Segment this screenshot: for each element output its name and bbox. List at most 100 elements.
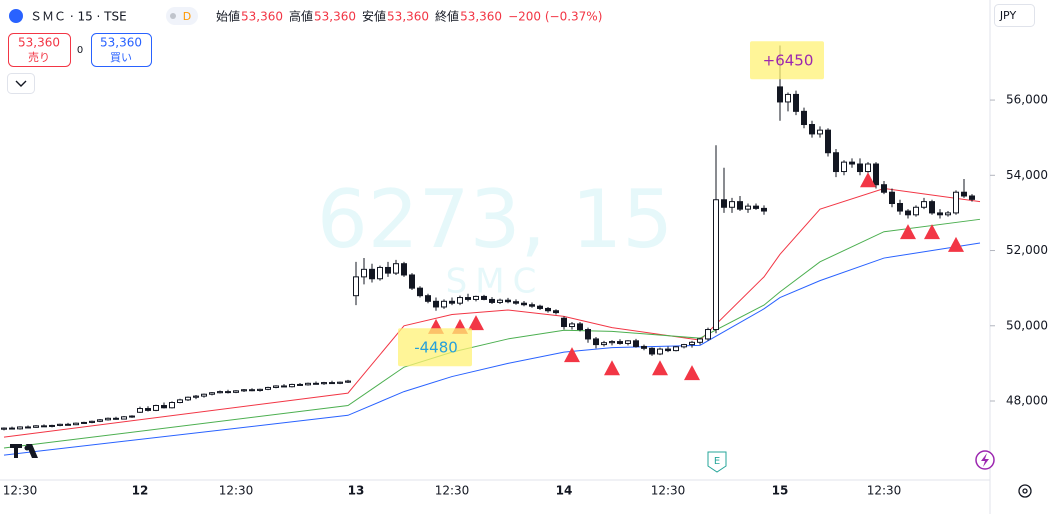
candle-body	[281, 385, 287, 388]
candle-body	[177, 399, 183, 404]
candle-body	[505, 299, 511, 303]
y-tick-label: 56,000	[1006, 93, 1048, 107]
buy-label: 買い	[110, 51, 132, 64]
x-tick-label: 12	[132, 484, 149, 498]
candle-body	[345, 380, 351, 383]
callout-box	[398, 328, 472, 367]
candle-body	[81, 421, 87, 424]
candle-body	[337, 381, 343, 384]
candle-body	[257, 388, 263, 391]
ohlc-value: 53,360	[314, 10, 356, 24]
candle-body	[193, 395, 199, 398]
candle-body	[369, 268, 375, 280]
candle-body	[729, 201, 735, 208]
candle-body	[865, 163, 871, 173]
candle-body	[297, 383, 303, 386]
candle-body	[89, 420, 95, 423]
candle-body	[761, 207, 767, 212]
candle-body	[401, 263, 407, 276]
buy-signal	[900, 224, 916, 240]
collapse-button[interactable]	[7, 73, 35, 94]
candle-body	[121, 416, 127, 420]
tv-logo	[10, 444, 38, 458]
candle-body	[41, 425, 47, 428]
ohlc-value: 53,360	[460, 10, 502, 24]
candle-body	[545, 307, 551, 312]
y-tick-label: 48,000	[1006, 394, 1048, 408]
candle-body	[585, 329, 591, 340]
ohlc-label: 高値	[289, 9, 313, 24]
candle-body	[649, 347, 655, 355]
candle-body	[609, 341, 615, 344]
x-tick-label: 14	[556, 484, 573, 498]
ohlc-change: −200 (−0.37%)	[508, 10, 602, 24]
candle-body	[601, 342, 607, 346]
symbol[interactable]: ＳＭＣ · 15 · TSE	[30, 10, 127, 24]
candle-body	[9, 427, 15, 430]
candle-body	[65, 423, 71, 426]
quantity: 0	[77, 45, 83, 56]
candle-body	[873, 163, 879, 186]
ohlc-label: 終値	[435, 9, 459, 24]
candle-body	[353, 276, 359, 297]
candle-body	[657, 348, 663, 355]
chevron-icon	[15, 80, 27, 87]
candle-body	[841, 161, 847, 173]
candle-body	[73, 422, 79, 426]
x-tick-label: 12:30	[651, 484, 686, 498]
candle-body	[273, 385, 279, 388]
candle-body	[153, 405, 159, 411]
moving-average	[3, 218, 981, 449]
candle-body	[393, 263, 399, 274]
candle-body	[849, 161, 855, 165]
candle-body	[417, 287, 423, 297]
buy-signal	[468, 315, 484, 331]
currency-button[interactable]	[994, 4, 1035, 27]
earnings-icon[interactable]: E	[707, 451, 727, 473]
candle-body	[777, 86, 783, 103]
candle-body	[673, 346, 679, 352]
event-icon[interactable]	[975, 450, 995, 470]
candle-body	[433, 300, 439, 308]
candle-body	[17, 426, 23, 430]
candle-body	[241, 389, 247, 392]
candle-body	[145, 408, 151, 411]
candle-body	[457, 297, 463, 304]
candle-body	[161, 405, 167, 409]
sell-button[interactable]	[8, 33, 71, 67]
candle-body	[905, 210, 911, 216]
y-tick-label: 52,000	[1006, 243, 1048, 257]
candle-body	[617, 341, 623, 344]
x-tick-label: 13	[348, 484, 365, 498]
candle-body	[633, 340, 639, 347]
buy-price: 53,360	[100, 36, 142, 50]
sell-price: 53,360	[18, 36, 60, 50]
settings-icon[interactable]	[1018, 484, 1032, 498]
candle-body	[793, 93, 799, 112]
candle-body	[497, 299, 503, 303]
candle-body	[513, 301, 519, 304]
candle-body	[737, 201, 743, 210]
watermark-code: 6273, 15	[317, 173, 673, 266]
badge: D	[183, 10, 191, 23]
candle-body	[689, 341, 695, 346]
candle-body	[449, 300, 455, 304]
currency: JPY	[999, 9, 1017, 22]
watermark-name: SMC	[446, 262, 545, 302]
candle-body	[57, 423, 63, 426]
candle-body	[441, 300, 447, 308]
svg-text:E: E	[714, 456, 720, 467]
candle-body	[105, 417, 111, 421]
candle-body	[953, 191, 959, 214]
candle-body	[465, 297, 471, 300]
y-tick-label: 54,000	[1006, 168, 1048, 182]
candle-body	[313, 382, 319, 385]
candle-body	[521, 302, 527, 306]
buy-button[interactable]	[91, 33, 152, 67]
buy-signal	[652, 360, 668, 376]
candle-body	[289, 383, 295, 388]
candle-body	[169, 402, 175, 409]
x-tick-label: 12:30	[219, 484, 254, 498]
sell-label: 売り	[28, 51, 50, 64]
